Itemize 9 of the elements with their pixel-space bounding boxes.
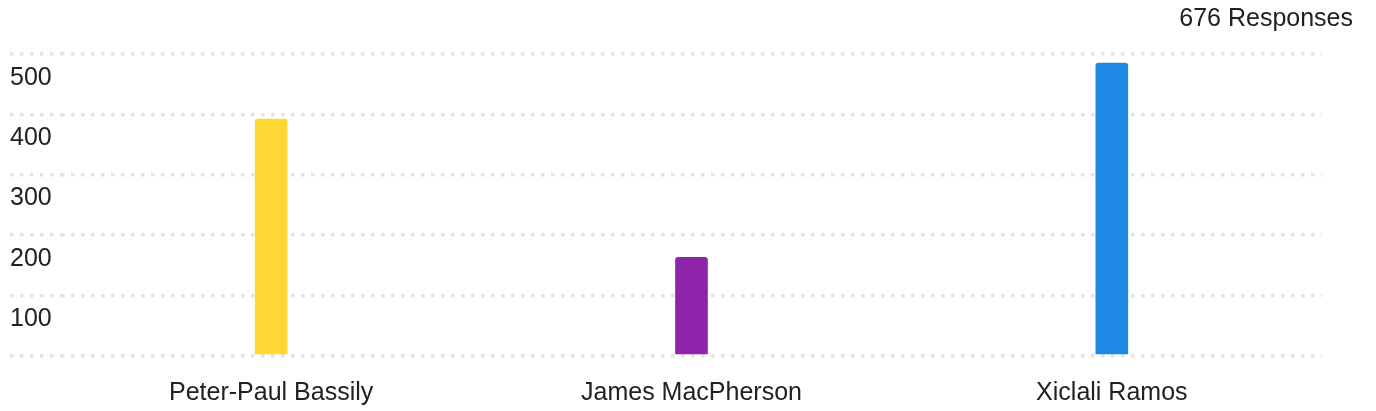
x-tick-label: James MacPherson bbox=[581, 377, 802, 406]
chart-title: 676 Responses bbox=[1179, 2, 1353, 33]
y-tick-label: 400 bbox=[10, 122, 52, 151]
y-tick-label: 500 bbox=[10, 61, 52, 90]
x-tick-label: Peter-Paul Bassily bbox=[169, 377, 374, 406]
y-tick-label: 300 bbox=[10, 182, 52, 211]
y-tick-label: 200 bbox=[10, 242, 52, 271]
x-tick-label: Xiclali Ramos bbox=[1036, 377, 1188, 406]
y-tick-label: 100 bbox=[10, 303, 52, 332]
